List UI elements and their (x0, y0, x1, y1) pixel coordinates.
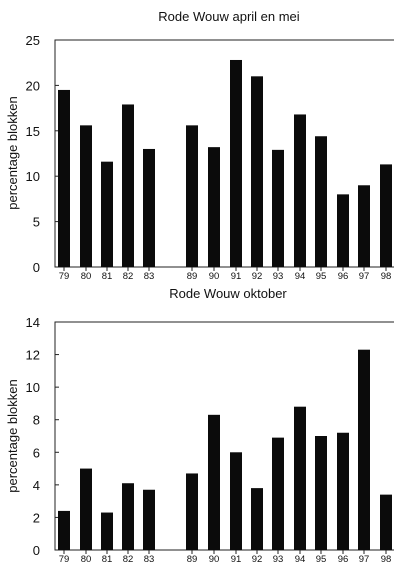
bar-83 (143, 148, 155, 267)
x-tick-label: 90 (209, 554, 220, 565)
x-tick-label: 90 (209, 271, 220, 282)
x-tick-label: 89 (187, 271, 198, 282)
y-tick-label: 6 (33, 445, 40, 460)
y-tick-label: 2 (33, 510, 40, 525)
y-tick-label: 4 (33, 478, 40, 493)
x-tick-label: 83 (144, 271, 155, 282)
bar-81 (101, 512, 113, 550)
bar-80 (80, 468, 92, 550)
plot-frame (54, 321, 394, 551)
bar-80 (80, 125, 92, 268)
y-tick-label: 8 (33, 413, 40, 428)
x-tick-label: 82 (123, 271, 134, 282)
bar-82 (122, 483, 134, 550)
x-tick-label: 79 (59, 271, 70, 282)
bar-92 (251, 488, 263, 550)
bar-83 (143, 489, 155, 550)
x-tick-label: 96 (338, 554, 349, 565)
x-tick-label: 95 (316, 271, 327, 282)
x-tick-label: 91 (231, 554, 242, 565)
x-tick-label: 83 (144, 554, 155, 565)
y-tick-label: 10 (26, 380, 40, 395)
x-tick-label: 80 (81, 554, 92, 565)
x-tick-label: 79 (59, 554, 70, 565)
x-tick-label: 98 (381, 271, 392, 282)
x-tick-label: 98 (381, 554, 392, 565)
y-tick-label: 0 (33, 543, 40, 558)
x-tick-label: 97 (359, 554, 370, 565)
bar-79 (58, 510, 70, 550)
bar-98 (380, 494, 392, 550)
bar-91 (230, 452, 242, 550)
y-axis-label: percentage blokken (5, 379, 20, 492)
y-tick-label: 12 (26, 348, 40, 363)
x-tick-label: 91 (231, 271, 242, 282)
bar-93 (272, 437, 284, 550)
x-tick-label: 92 (252, 271, 263, 282)
y-tick-label: 20 (26, 78, 40, 93)
y-tick-label: 15 (26, 124, 40, 139)
bar-93 (272, 149, 284, 267)
bar-90 (208, 147, 220, 267)
x-tick-label: 97 (359, 271, 370, 282)
bar-92 (251, 76, 263, 267)
bar-95 (315, 136, 327, 267)
y-tick-label: 14 (26, 315, 40, 330)
y-tick-label: 5 (33, 215, 40, 230)
x-tick-label: 92 (252, 554, 263, 565)
x-tick-label: 81 (102, 271, 113, 282)
bar-94 (294, 114, 306, 268)
plot-frame (54, 39, 394, 268)
chart-title: Rode Wouw oktober (169, 286, 287, 301)
bar-97 (358, 349, 370, 550)
bar-94 (294, 406, 306, 550)
x-tick-label: 96 (338, 271, 349, 282)
bar-90 (208, 414, 220, 550)
chart-april-mei: Rode Wouw april en mei percentage blokke… (5, 9, 394, 282)
bar-98 (380, 164, 392, 267)
y-tick-label: 10 (26, 169, 40, 184)
x-tick-label: 81 (102, 554, 113, 565)
x-tick-label: 80 (81, 271, 92, 282)
bar-81 (101, 161, 113, 267)
x-tick-label: 94 (295, 554, 306, 565)
bar-82 (122, 104, 134, 267)
x-tick-label: 95 (316, 554, 327, 565)
bar-95 (315, 436, 327, 550)
chart-title: Rode Wouw april en mei (158, 9, 299, 24)
x-tick-label: 89 (187, 554, 198, 565)
x-tick-label: 82 (123, 554, 134, 565)
bar-89 (186, 125, 198, 268)
bar-96 (337, 194, 349, 267)
bar-91 (230, 59, 242, 268)
x-tick-label: 93 (273, 271, 284, 282)
bar-96 (337, 432, 349, 550)
x-tick-label: 93 (273, 554, 284, 565)
y-tick-label: 0 (33, 260, 40, 275)
x-tick-label: 94 (295, 271, 306, 282)
bar-79 (58, 89, 70, 267)
chart-oktober: Rode Wouw oktober percentage blokken 0 2 4… (5, 286, 394, 565)
y-tick-label: 25 (26, 33, 40, 48)
y-axis-label: percentage blokken (5, 96, 20, 209)
bar-97 (358, 185, 370, 267)
bar-89 (186, 473, 198, 550)
